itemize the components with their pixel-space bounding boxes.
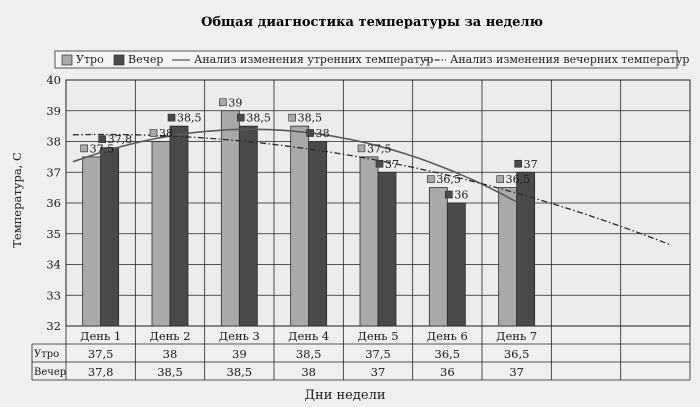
category-label: День 2	[149, 329, 190, 343]
legend-label-morning: Утро	[76, 53, 104, 66]
data-label-evening: 38,5	[177, 112, 202, 125]
table-row-header-morning: Утро	[34, 349, 59, 360]
table-cell-morning: 36,5	[435, 347, 461, 361]
chart-title: Общая диагностика температуры за неделю	[201, 15, 543, 30]
category-label: День 6	[427, 329, 468, 343]
category-label: День 7	[496, 329, 537, 343]
legend-label-evening-trend: Анализ изменения вечерних температур	[450, 53, 689, 66]
table-cell-morning: 37,5	[88, 347, 114, 361]
y-tick-label: 39	[46, 104, 61, 118]
bar-morning	[428, 187, 448, 327]
table-cell-evening: 37	[371, 365, 386, 379]
data-label-evening: 37	[385, 158, 399, 171]
data-label-marker-morning	[80, 144, 88, 153]
data-label-evening: 38,5	[246, 112, 270, 125]
data-label-morning: 38,5	[298, 112, 323, 125]
legend-label-evening: Вечер	[128, 53, 163, 66]
table-cell-morning: 37,5	[365, 347, 391, 361]
bar-morning	[498, 187, 518, 327]
data-label-morning: 39	[228, 96, 242, 109]
y-axis: 32 33 34 35 36 37 38 39 40	[46, 73, 61, 333]
data-label-marker-morning	[149, 129, 158, 137]
data-label-evening: 37	[524, 158, 538, 171]
data-label-marker-evening	[306, 129, 314, 137]
category-label: День 5	[357, 329, 398, 343]
bar-evening	[377, 171, 397, 327]
y-tick-label: 36	[46, 196, 61, 210]
bar-evening	[308, 141, 328, 327]
y-tick-label: 33	[46, 288, 61, 302]
y-tick-label: 37	[46, 165, 61, 179]
legend-swatch-morning	[61, 54, 73, 66]
bar-evening	[516, 171, 536, 327]
table-row-header-evening: Вечер	[34, 367, 66, 378]
legend-swatch-evening	[113, 54, 125, 66]
data-label-marker-morning	[219, 98, 227, 107]
bar-morning	[82, 156, 102, 327]
table-cell-evening: 37	[509, 365, 524, 379]
legend-label-morning-trend: Анализ изменения утренних температур	[194, 53, 433, 66]
data-label-morning: 36,5	[506, 173, 530, 186]
data-table: День 1 37,5 37,8 День 2 38 38,5 День 3 39 38,5 Де…	[31, 326, 691, 381]
legend-box	[54, 50, 678, 69]
y-axis-title: Температура, С	[10, 152, 24, 248]
data-label-morning: 37,5	[90, 142, 115, 155]
trendline-evening	[72, 133, 670, 245]
bar-morning	[359, 156, 379, 327]
y-tick-label: 32	[46, 319, 61, 333]
legend: Утро Вечер Анализ изменения утренних тем…	[54, 50, 689, 69]
data-label-marker-evening	[167, 113, 176, 122]
table-cell-morning: 39	[232, 347, 247, 361]
bar-evening	[169, 125, 189, 327]
data-label-evening: 36	[454, 189, 468, 202]
data-label-evening: 37,8	[108, 133, 132, 146]
y-tick-label: 35	[46, 227, 61, 241]
bar-evening	[446, 202, 466, 327]
data-label-marker-morning	[496, 175, 504, 183]
bar-evening	[100, 147, 120, 327]
data-label-marker-evening	[375, 159, 384, 168]
trendline-morning	[72, 128, 518, 203]
table-cell-evening: 38,5	[157, 365, 183, 379]
bar-evening	[238, 125, 258, 327]
x-axis-title: Дни недели	[304, 388, 385, 403]
data-label-marker-morning	[288, 113, 296, 122]
data-label-morning: 37,5	[367, 142, 392, 155]
table-cell-evening: 36	[440, 365, 455, 379]
bar-morning	[151, 141, 171, 327]
category-label: День 3	[219, 329, 260, 343]
data-label-marker-morning	[357, 144, 366, 153]
data-label-marker-evening	[98, 135, 106, 143]
table-cell-morning: 38,5	[296, 347, 322, 361]
table-cell-evening: 38	[301, 365, 316, 379]
table-cell-evening: 38,5	[227, 365, 253, 379]
y-tick-label: 40	[46, 73, 61, 87]
y-tick-label: 34	[46, 258, 61, 272]
data-label-marker-evening	[237, 113, 245, 122]
table-cell-morning: 36,5	[504, 347, 530, 361]
y-tick-label: 38	[46, 135, 61, 149]
table-cell-morning: 38	[163, 347, 178, 361]
data-label-marker-evening	[514, 159, 522, 168]
bar-morning	[290, 125, 310, 327]
table-cell-evening: 37,8	[88, 365, 114, 379]
trendlines	[72, 128, 670, 245]
category-label: День 1	[80, 329, 121, 343]
data-label-marker-morning	[427, 175, 435, 183]
bars	[82, 110, 536, 327]
bar-morning	[220, 110, 240, 327]
data-label-marker-evening	[445, 190, 453, 199]
data-label-morning: 36,5	[436, 173, 461, 186]
category-label: День 4	[288, 329, 329, 343]
data-label-evening: 38	[316, 127, 330, 140]
data-label-morning: 38	[159, 127, 173, 140]
